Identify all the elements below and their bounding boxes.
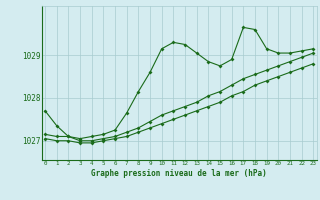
- X-axis label: Graphe pression niveau de la mer (hPa): Graphe pression niveau de la mer (hPa): [91, 169, 267, 178]
